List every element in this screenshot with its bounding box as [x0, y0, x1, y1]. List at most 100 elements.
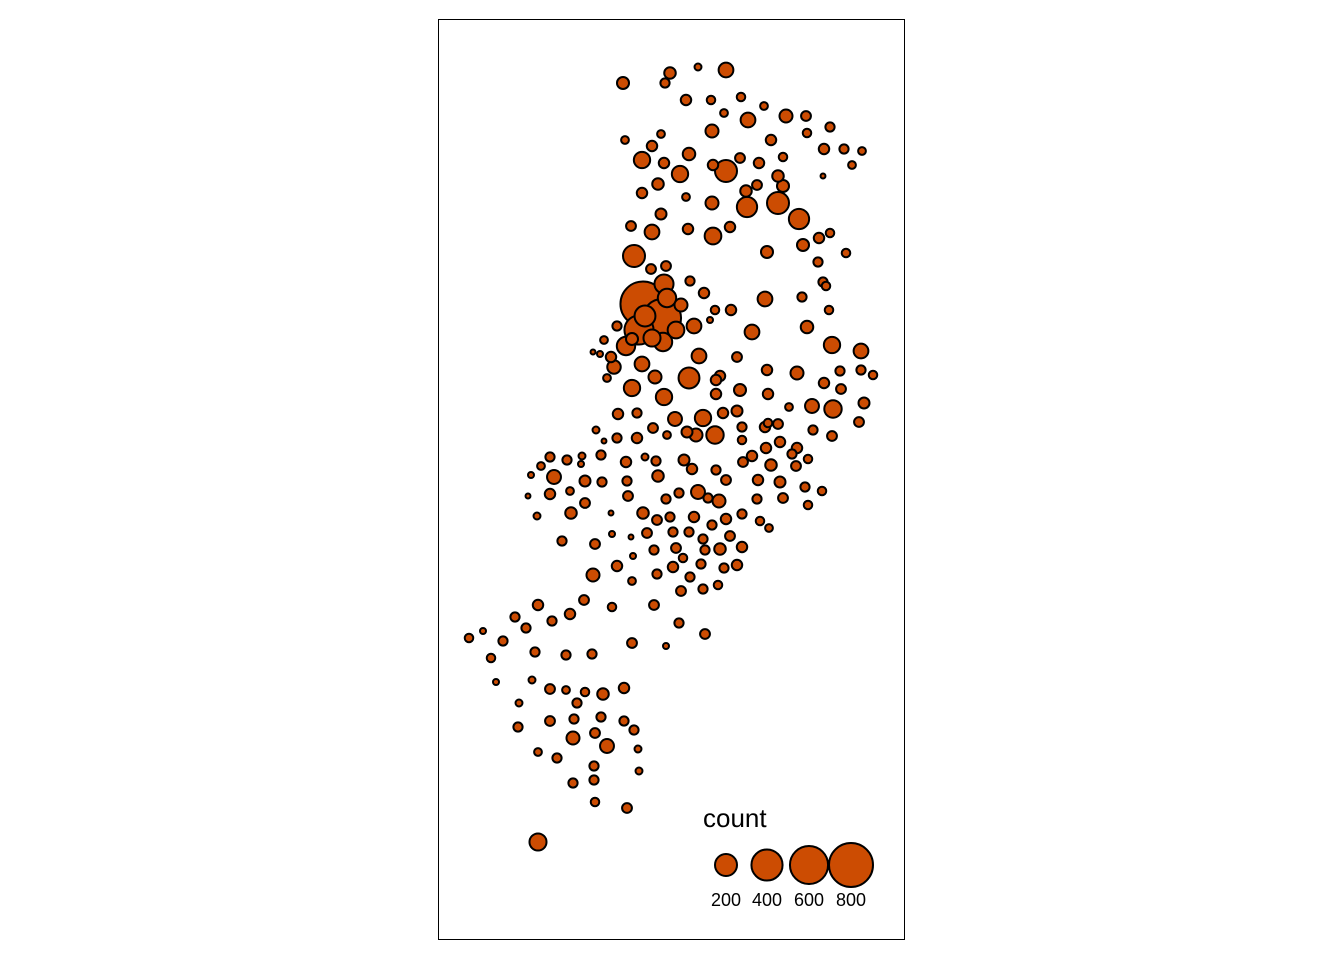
bubble-point — [588, 774, 600, 786]
bubble-point — [697, 533, 709, 545]
bubble-point — [778, 108, 794, 124]
bubble-point — [636, 506, 650, 520]
bubble-point — [485, 652, 497, 664]
bubble-point — [654, 207, 668, 221]
bubble-point — [751, 179, 763, 191]
bubble-point — [628, 724, 640, 736]
bubble-point — [736, 421, 748, 433]
bubble-point — [822, 335, 842, 355]
bubble-point — [651, 568, 663, 580]
bubble-point — [835, 383, 847, 395]
bubble-point — [687, 510, 701, 524]
bubble-point — [773, 435, 787, 449]
bubble-point — [759, 101, 769, 111]
bubble-point — [509, 611, 521, 623]
bubble-point — [764, 133, 778, 147]
bubble-point — [739, 111, 757, 129]
bubble-point — [561, 685, 571, 695]
bubble-point — [478, 626, 488, 636]
bubble-point — [719, 512, 733, 526]
bubble-point — [610, 559, 624, 573]
legend-symbol-800 — [828, 842, 874, 888]
bubble-point — [664, 511, 676, 523]
bubble-point — [579, 686, 591, 698]
bubble-point — [565, 486, 575, 496]
bubble-point — [491, 677, 501, 687]
bubble-point — [660, 260, 672, 272]
bubble-point — [766, 191, 790, 215]
legend-title: count — [703, 803, 767, 833]
bubble-point — [568, 713, 580, 725]
bubble-point — [607, 509, 615, 517]
bubble-point — [756, 290, 774, 308]
bubble-point — [656, 287, 678, 309]
bubble-point — [693, 62, 703, 72]
bubble-point — [690, 484, 706, 500]
bubble-point — [567, 777, 579, 789]
bubble-point — [576, 459, 586, 469]
bubble-point — [641, 527, 653, 539]
bubble-point — [807, 424, 819, 436]
bubble-point — [617, 681, 631, 695]
bubble-point — [657, 156, 671, 170]
bubble-point — [666, 320, 686, 340]
bubble-point — [546, 615, 558, 627]
bubble-point — [544, 683, 556, 695]
bubble-point — [627, 576, 637, 586]
bubble-point — [799, 481, 811, 493]
bubble-point — [680, 425, 694, 439]
bubble-point — [684, 571, 696, 583]
bubble-point — [867, 369, 879, 381]
bubble-point — [536, 461, 546, 471]
legend-labels: 200 400 600 800 — [711, 890, 866, 910]
bubble-point — [800, 110, 812, 122]
bubble-point — [724, 530, 736, 542]
bubble-point — [645, 139, 659, 153]
bubble-point — [751, 493, 763, 505]
bubble-point — [527, 675, 537, 685]
bubble-point — [764, 523, 774, 533]
bubble-point — [564, 506, 578, 520]
bubble-point — [706, 158, 720, 172]
bubble-point — [606, 601, 618, 613]
bubble-point — [777, 492, 789, 504]
bubble-point — [801, 127, 813, 139]
bubble-layer — [463, 61, 879, 852]
bubble-point — [838, 143, 850, 155]
bubble-point — [586, 648, 598, 660]
bubble-point — [730, 558, 744, 572]
bubble-point — [724, 303, 738, 317]
bubble-point — [526, 470, 536, 480]
bubble-point — [789, 365, 805, 381]
bubble-point — [659, 77, 671, 89]
bubble-point — [591, 425, 601, 435]
bubble-point — [759, 441, 773, 455]
bubble-point — [631, 407, 643, 419]
bubble-point — [611, 432, 623, 444]
bubble-point — [812, 231, 826, 245]
bubble-point — [528, 832, 548, 852]
bubble-point — [857, 146, 867, 156]
bubble-point — [599, 335, 609, 345]
bubble-point — [532, 511, 542, 521]
bubble-point — [589, 538, 601, 550]
bubble-point — [512, 721, 524, 733]
bubble-point — [600, 437, 608, 445]
bubble-point — [834, 365, 846, 377]
legend-label-200: 200 — [711, 890, 741, 910]
bubble-point — [604, 350, 618, 364]
bubble-point — [710, 464, 722, 476]
bubble-point — [551, 752, 563, 764]
bubble-point — [684, 275, 696, 287]
bubble-point — [820, 280, 832, 292]
bubble-point — [790, 460, 802, 472]
bubble-point — [621, 802, 633, 814]
bubble-point — [802, 499, 814, 511]
bubble-point — [648, 599, 660, 611]
bubble-point — [786, 448, 798, 460]
bubble-point — [531, 598, 545, 612]
bubble-point — [677, 453, 691, 467]
legend-symbol-400 — [750, 848, 784, 882]
bubble-point — [823, 304, 835, 316]
bubble-point — [647, 422, 659, 434]
